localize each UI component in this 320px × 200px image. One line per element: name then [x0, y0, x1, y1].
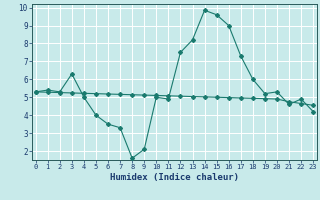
X-axis label: Humidex (Indice chaleur): Humidex (Indice chaleur): [110, 173, 239, 182]
